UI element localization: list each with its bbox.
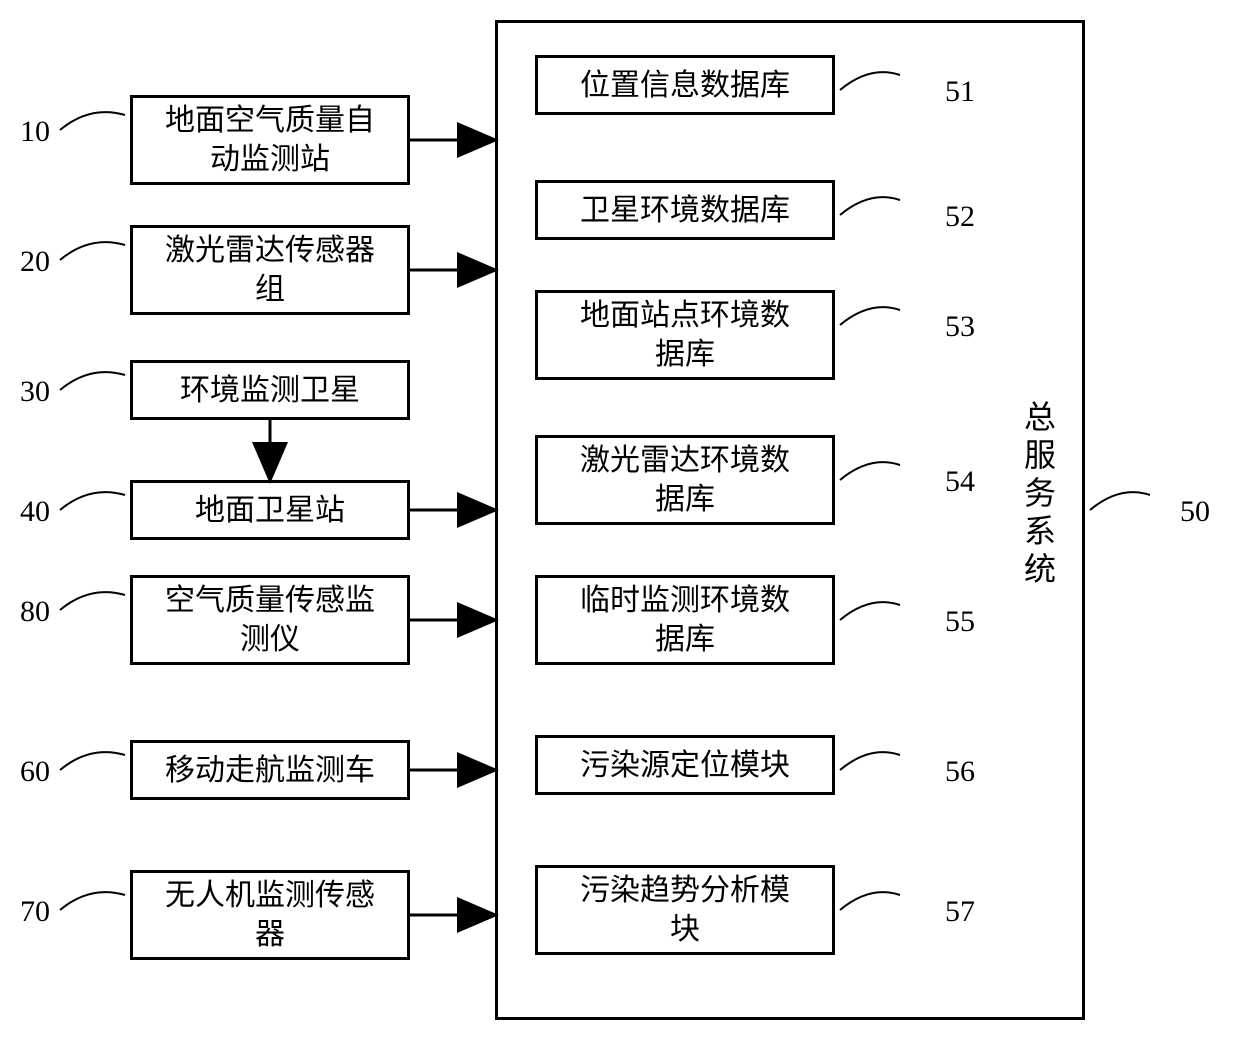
ref-label-80: 80: [20, 595, 50, 629]
ref-label-52: 52: [945, 200, 975, 234]
ref-label-55: 55: [945, 605, 975, 639]
connector-layer: [0, 0, 1240, 1054]
ref-label-57: 57: [945, 895, 975, 929]
ref-label-10: 10: [20, 115, 50, 149]
ref-label-30: 30: [20, 375, 50, 409]
ref-label-40: 40: [20, 495, 50, 529]
ref-label-70: 70: [20, 895, 50, 929]
ref-label-20: 20: [20, 245, 50, 279]
diagram-root: 总服务系统 地面空气质量自 动监测站激光雷达传感器 组环境监测卫星地面卫星站空气…: [0, 0, 1240, 1054]
ref-label-60: 60: [20, 755, 50, 789]
ref-label-53: 53: [945, 310, 975, 344]
ref-label-51: 51: [945, 75, 975, 109]
ref-label-54: 54: [945, 465, 975, 499]
ref-label-56: 56: [945, 755, 975, 789]
ref-label-50: 50: [1180, 495, 1210, 529]
